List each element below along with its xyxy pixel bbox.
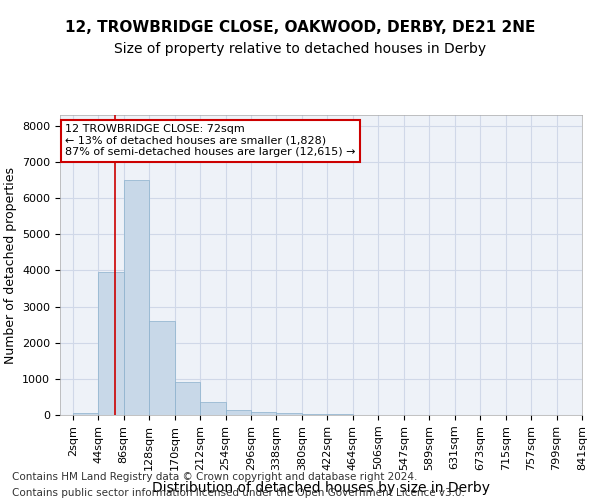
Bar bbox=[328, 414, 353, 415]
Bar bbox=[277, 413, 302, 415]
Text: 12, TROWBRIDGE CLOSE, OAKWOOD, DERBY, DE21 2NE: 12, TROWBRIDGE CLOSE, OAKWOOD, DERBY, DE… bbox=[65, 20, 535, 35]
Bar bbox=[73, 413, 98, 415]
Bar bbox=[124, 180, 149, 415]
Y-axis label: Number of detached properties: Number of detached properties bbox=[4, 166, 17, 364]
Bar bbox=[175, 382, 200, 415]
Bar bbox=[226, 410, 251, 415]
Bar bbox=[200, 402, 226, 415]
X-axis label: Distribution of detached houses by size in Derby: Distribution of detached houses by size … bbox=[152, 481, 490, 495]
Text: Contains public sector information licensed under the Open Government Licence v3: Contains public sector information licen… bbox=[12, 488, 465, 498]
Text: Size of property relative to detached houses in Derby: Size of property relative to detached ho… bbox=[114, 42, 486, 56]
Bar bbox=[98, 272, 124, 415]
Text: 12 TROWBRIDGE CLOSE: 72sqm
← 13% of detached houses are smaller (1,828)
87% of s: 12 TROWBRIDGE CLOSE: 72sqm ← 13% of deta… bbox=[65, 124, 356, 157]
Bar bbox=[251, 412, 277, 415]
Text: Contains HM Land Registry data © Crown copyright and database right 2024.: Contains HM Land Registry data © Crown c… bbox=[12, 472, 418, 482]
Bar bbox=[302, 414, 328, 415]
Bar bbox=[149, 321, 175, 415]
